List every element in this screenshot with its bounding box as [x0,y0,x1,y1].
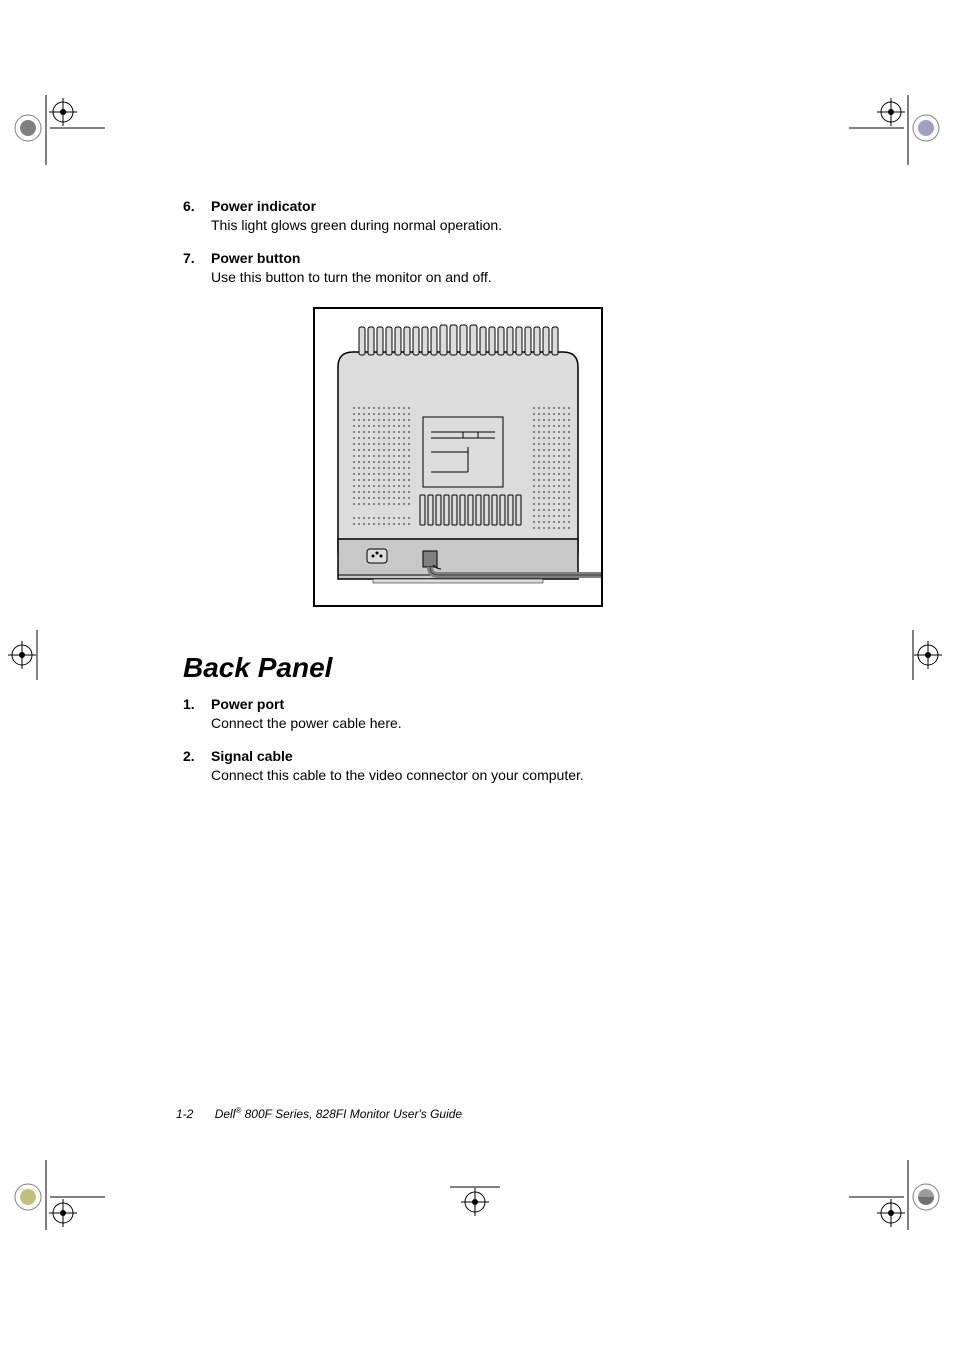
list-desc: Use this button to turn the monitor on a… [211,268,783,288]
page-number: 1-2 [176,1107,193,1121]
crop-mark-tr [844,80,944,180]
crop-mark-ml [0,625,55,685]
list-number: 6. [183,198,211,236]
list-item: 7. Power button Use this button to turn … [183,250,783,288]
list-item: 1. Power port Connect the power cable he… [183,696,783,734]
monitor-back-diagram [313,307,603,612]
footer-title: 800F Series, 828FI Monitor User's Guide [241,1107,462,1121]
list-number: 2. [183,748,211,786]
list-item: 6. Power indicator This light glows gree… [183,198,783,236]
page-content: 6. Power indicator This light glows gree… [183,198,783,799]
list-title: Power indicator [211,198,783,214]
list-desc: Connect this cable to the video connecto… [211,766,783,786]
list-title: Power port [211,696,783,712]
footer-brand: Dell [215,1107,236,1121]
page-footer: 1-2 Dell® 800F Series, 828FI Monitor Use… [176,1106,462,1121]
section-heading-back-panel: Back Panel [183,652,783,684]
list-item: 2. Signal cable Connect this cable to th… [183,748,783,786]
crop-mark-bc [445,1172,505,1232]
crop-mark-tl [10,80,110,180]
list-title: Signal cable [211,748,783,764]
list-number: 7. [183,250,211,288]
crop-mark-bl [10,1145,110,1245]
list-desc: This light glows green during normal ope… [211,216,783,236]
list-desc: Connect the power cable here. [211,714,783,734]
crop-mark-mr [895,625,954,685]
crop-mark-br [844,1145,944,1245]
list-number: 1. [183,696,211,734]
list-title: Power button [211,250,783,266]
